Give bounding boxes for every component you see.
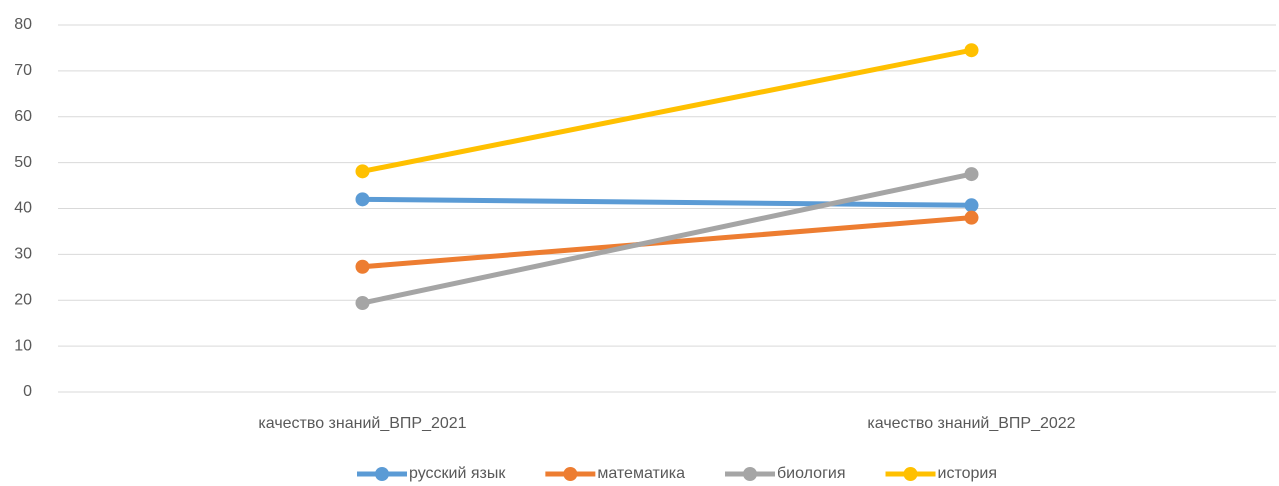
legend-label: история <box>938 465 997 482</box>
series-line <box>360 171 974 306</box>
point <box>355 192 370 207</box>
point <box>355 164 370 179</box>
legend-marker <box>743 467 758 481</box>
legend-marker <box>375 467 389 481</box>
legend-label: математика <box>597 465 685 482</box>
point <box>964 43 979 58</box>
x-tick-label: качество знаний_ВПР_2022 <box>867 415 1075 432</box>
y-tick-label: 20 <box>14 291 32 308</box>
y-tick-label: 80 <box>14 16 32 33</box>
point <box>964 210 979 225</box>
point <box>964 198 979 213</box>
series-line <box>360 47 974 174</box>
legend-item: история <box>885 465 997 482</box>
series-line <box>360 196 974 208</box>
legend-item: русский язык <box>357 465 506 482</box>
x-tick-label: качество знаний_ВПР_2021 <box>258 415 466 432</box>
y-tick-label: 50 <box>14 154 32 171</box>
point <box>355 296 370 311</box>
legend-label: русский язык <box>409 465 506 482</box>
point <box>355 259 370 274</box>
point <box>964 167 979 182</box>
y-tick-label: 70 <box>14 62 32 79</box>
y-tick-label: 30 <box>14 246 32 263</box>
series-line <box>360 215 974 270</box>
legend-label: биология <box>777 465 846 482</box>
legend-item: математика <box>545 465 685 482</box>
legend-marker <box>563 467 578 481</box>
legend-item: биология <box>725 465 846 482</box>
y-tick-label: 0 <box>23 383 32 400</box>
y-tick-label: 40 <box>14 200 32 217</box>
y-tick-label: 10 <box>14 337 32 354</box>
legend-marker <box>903 467 918 481</box>
y-tick-label: 60 <box>14 108 32 125</box>
